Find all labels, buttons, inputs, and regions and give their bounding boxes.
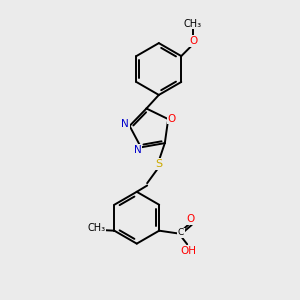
Text: O: O: [168, 113, 176, 124]
Text: C: C: [178, 228, 184, 237]
Text: CH₃: CH₃: [184, 19, 202, 29]
Text: CH₃: CH₃: [88, 223, 106, 233]
Text: N: N: [134, 145, 141, 155]
Text: N: N: [121, 119, 129, 130]
Text: OH: OH: [180, 246, 196, 256]
Text: O: O: [189, 36, 197, 46]
Text: O: O: [187, 214, 195, 224]
Text: S: S: [155, 159, 162, 169]
